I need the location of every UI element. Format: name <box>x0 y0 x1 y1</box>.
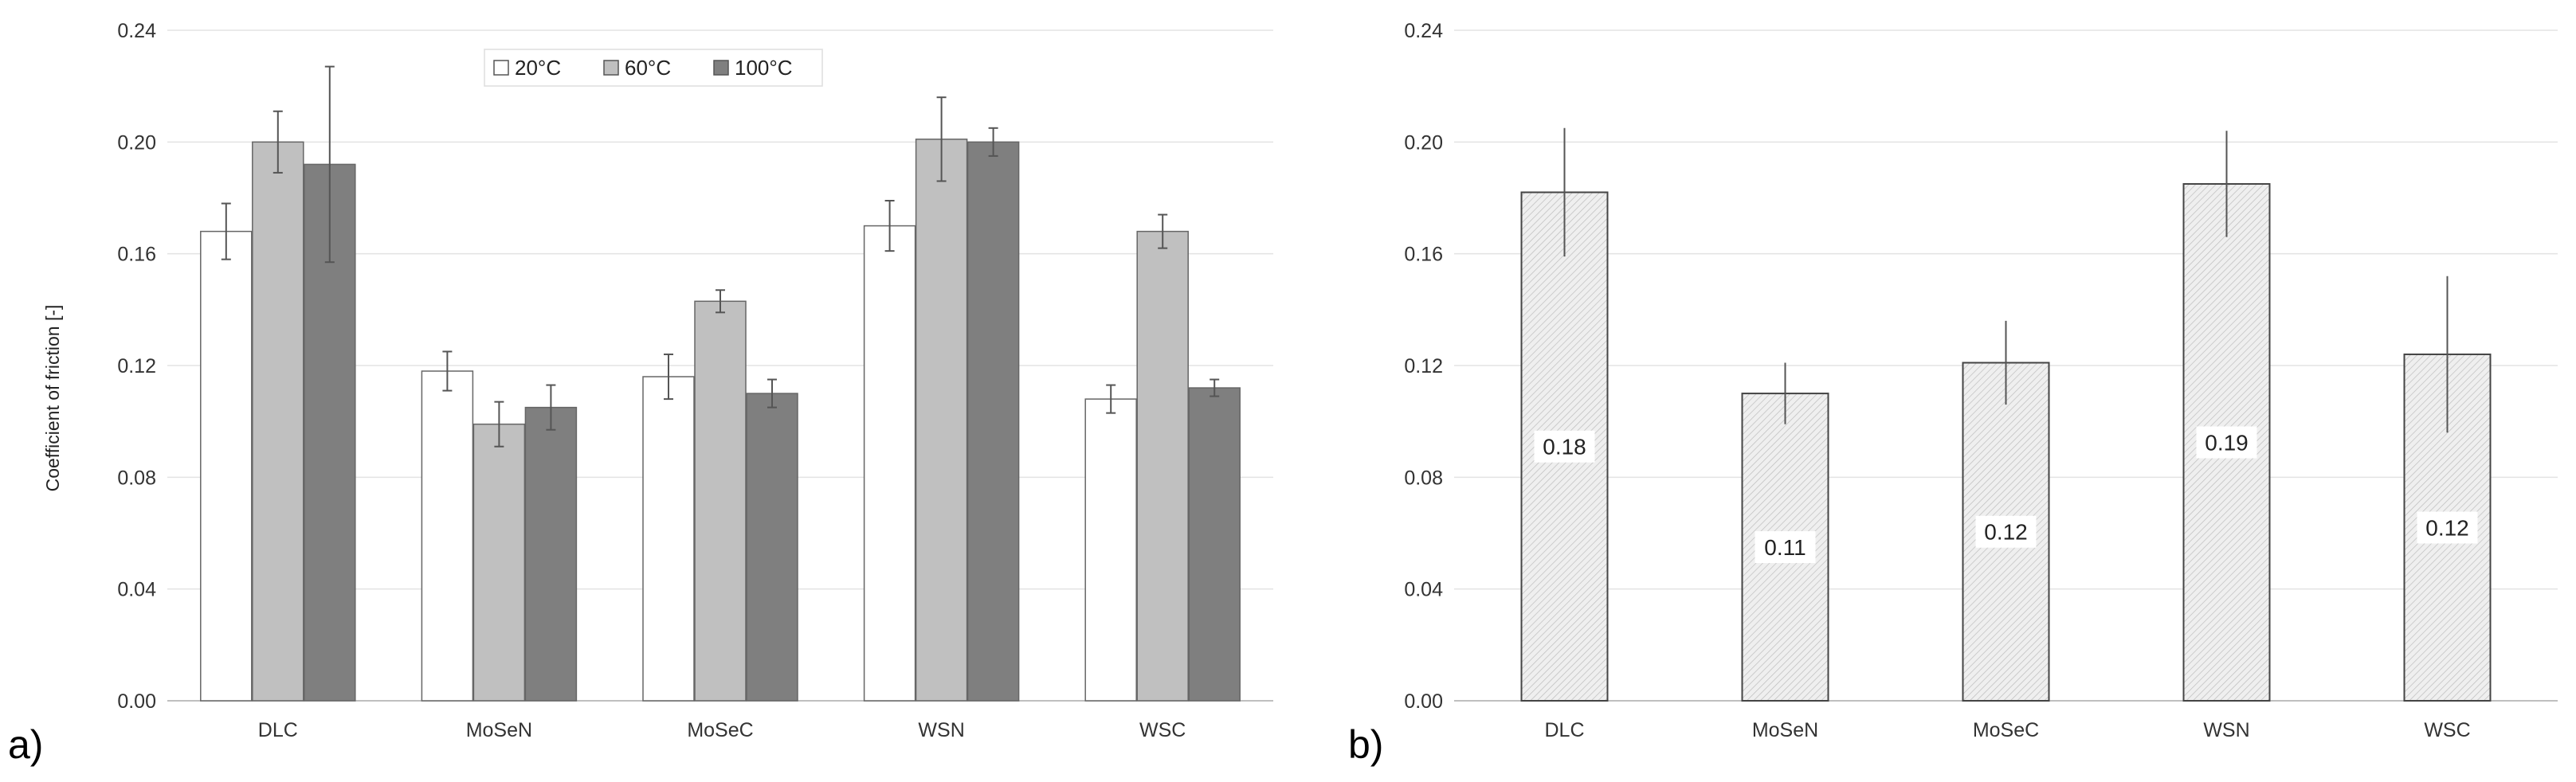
b-category-label: WSC <box>2424 719 2470 741</box>
error-bar <box>884 200 895 252</box>
a-category-label: MoSeN <box>466 719 532 741</box>
b-category-label: WSN <box>2203 719 2249 741</box>
error-bar <box>221 202 231 260</box>
b-y-tick-label: 0.20 <box>1404 131 1443 154</box>
legend-box <box>484 49 823 87</box>
error-bar <box>324 65 335 264</box>
bar-mosen-20c <box>421 370 474 702</box>
data-label: 0.19 <box>2196 426 2257 459</box>
error-bar <box>442 350 453 392</box>
panel-a-y-axis: 0.00 0.04 0.08 0.12 0.16 0.20 0.24 <box>117 20 156 713</box>
data-label-text: 0.12 <box>1984 520 2028 545</box>
a-y-tick-label: 0.08 <box>117 467 156 489</box>
panel-b-chart: 0.000.040.080.120.160.200.24 0.180.110.1… <box>1348 20 2558 767</box>
panel-a-x-axis: DLC MoSeN MoSeC WSN WSC <box>258 719 1186 741</box>
data-label-text: 0.19 <box>2205 430 2249 455</box>
a-y-tick-label: 0.12 <box>117 355 156 377</box>
bar-mosen-100c <box>524 406 578 702</box>
a-y-tick-label: 0.00 <box>117 690 156 713</box>
error-bar <box>716 289 725 314</box>
b-y-tick-label: 0.24 <box>1404 20 1443 42</box>
error-bar <box>767 378 777 409</box>
a-category-label: WSN <box>918 719 964 741</box>
bar-dlc-60c <box>252 141 304 702</box>
bar-mosen-60c <box>472 423 526 702</box>
error-bar <box>664 353 673 401</box>
legend-entry: 100°C <box>735 56 793 80</box>
panel-a-bars <box>200 139 1241 702</box>
error-bar <box>988 127 998 157</box>
panel-b-x-axis: DLC MoSeN MoSeC WSN WSC <box>1544 719 2470 741</box>
b-y-tick-label: 0.12 <box>1404 355 1443 377</box>
b-y-tick-label: 0.16 <box>1404 244 1443 266</box>
legend-entry: 60°C <box>625 56 671 80</box>
bar-mosec-100c <box>746 393 798 702</box>
legend-swatch <box>603 60 619 76</box>
data-label: 0.12 <box>2417 511 2478 544</box>
panel-a-y-axis-label: Coefficient of friction [-] <box>42 305 63 492</box>
error-bar <box>936 96 947 182</box>
panel-a-chart: 0.00 0.04 0.08 0.12 0.16 0.20 0.24 DLC MoSeN MoS… <box>8 20 1273 767</box>
error-bar <box>1158 213 1168 249</box>
panel-a-error-bars <box>221 65 1220 448</box>
bar-mosec-20c <box>642 376 695 702</box>
data-label-text: 0.12 <box>2425 515 2469 540</box>
a-category-label: WSC <box>1139 719 1186 741</box>
bar-wsn-100c <box>966 141 1020 702</box>
panel-b-y-axis: 0.00 0.04 0.08 0.12 0.16 0.20 0.24 <box>1404 20 1443 713</box>
bar-wsc-60c <box>1136 230 1189 702</box>
b-category-label: MoSeC <box>1973 719 2039 741</box>
error-bar <box>272 110 283 174</box>
legend-swatch <box>493 60 509 76</box>
a-category-label: MoSeC <box>687 719 753 741</box>
a-y-tick-label: 0.16 <box>117 244 156 266</box>
bar-wsc-20c <box>1084 398 1137 702</box>
legend-entry: 20°C <box>515 56 561 80</box>
data-label: 0.12 <box>1975 515 2037 548</box>
panel-b-data-labels: 0.18 0.11 0.12 0.19 0.12 <box>1534 426 2478 564</box>
error-bar <box>546 384 556 431</box>
bar-wsn-20c <box>863 225 916 702</box>
bar-wsc-100c <box>1188 387 1241 702</box>
panel-a-legend: 20°C 60°C 100°C <box>484 49 823 87</box>
panel-b-bars <box>1520 182 2492 702</box>
panel-b-error-bars <box>1563 127 2449 433</box>
b-y-tick-label: 0.04 <box>1404 579 1443 601</box>
data-label-text: 0.18 <box>1543 435 1586 459</box>
panel-b-label: b) <box>1348 722 1383 767</box>
bar-dlc-20c <box>200 230 253 702</box>
data-label-text: 0.11 <box>1764 535 1806 560</box>
b-category-label: DLC <box>1544 719 1584 741</box>
error-bar <box>1210 378 1220 397</box>
a-category-label: DLC <box>258 719 298 741</box>
panel-a-label: a) <box>8 722 43 767</box>
legend-swatch <box>713 60 729 76</box>
b-y-tick-label: 0.08 <box>1404 467 1443 489</box>
b-category-label: MoSeN <box>1752 719 1818 741</box>
a-y-tick-label: 0.20 <box>117 131 156 154</box>
error-bar <box>494 401 504 448</box>
bar-mosec-60c <box>694 300 747 702</box>
b-y-tick-label: 0.00 <box>1404 690 1443 713</box>
data-label: 0.11 <box>1755 531 1816 564</box>
error-bar <box>1106 384 1116 414</box>
a-y-tick-label: 0.24 <box>117 20 156 42</box>
bar-wsn-60c <box>915 139 968 702</box>
a-y-tick-label: 0.04 <box>117 579 156 601</box>
data-label: 0.18 <box>1534 430 1595 463</box>
